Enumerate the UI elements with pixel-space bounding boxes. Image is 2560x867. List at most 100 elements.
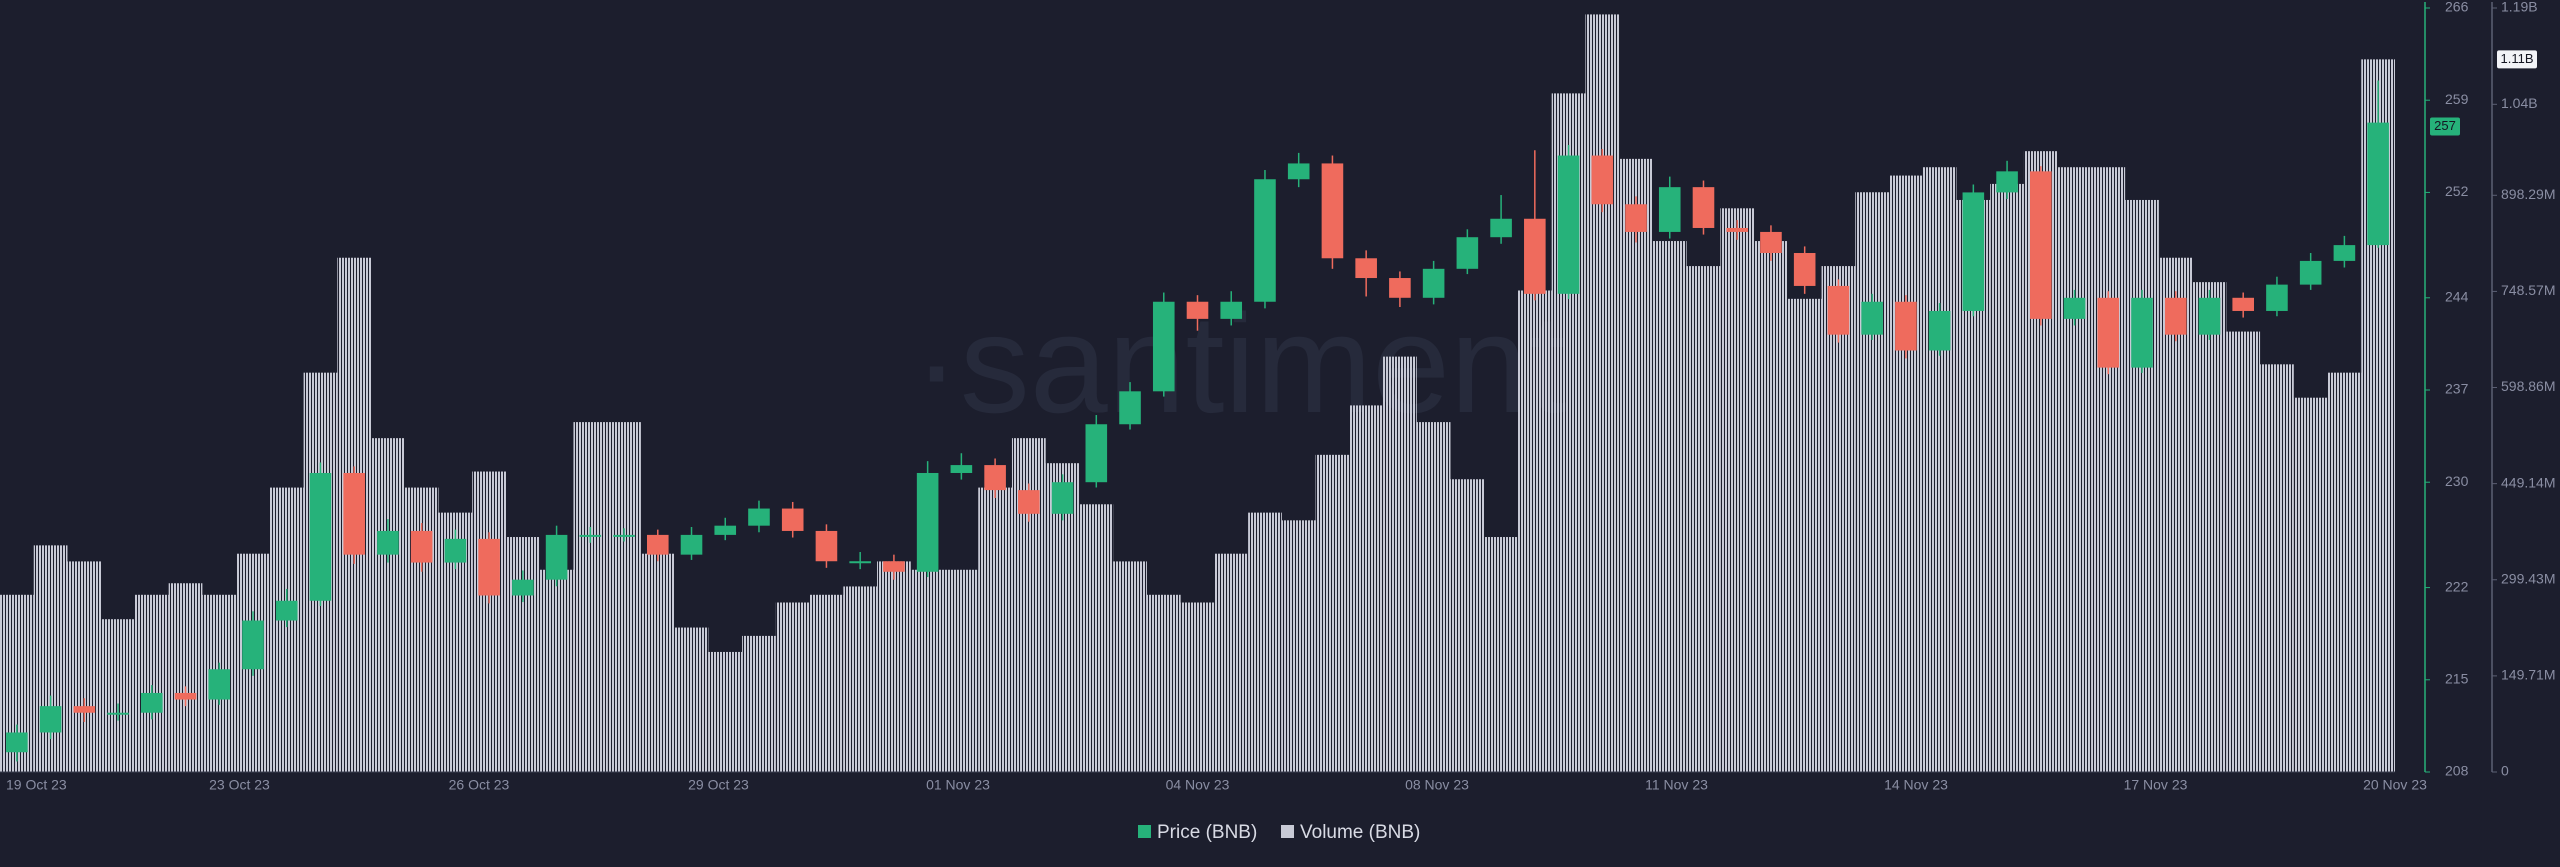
y-tick-label: 215 — [2445, 670, 2469, 686]
y2-tick-label: 598.86M — [2501, 378, 2555, 394]
y2-tick-label: 1.04B — [2501, 95, 2538, 111]
volume-bar — [978, 487, 1012, 772]
last-value-box — [2497, 50, 2537, 69]
candle-body — [1625, 204, 1647, 232]
volume-bar — [1787, 298, 1822, 772]
candle-body — [883, 561, 905, 572]
y2-tick-label: 748.57M — [2501, 282, 2555, 298]
volume-bar — [1180, 602, 1215, 772]
candle-body — [2367, 122, 2389, 246]
volume-bar — [2125, 199, 2159, 773]
x-tick-label: 23 Oct 23 — [209, 777, 270, 793]
y-tick-label: 266 — [2445, 0, 2469, 15]
legend-label: Price (BNB) — [1157, 822, 1257, 843]
candle-body — [377, 530, 399, 555]
last-value-box — [2430, 117, 2460, 136]
candle-body — [478, 538, 500, 596]
candle-body — [6, 732, 28, 753]
candle-body — [1827, 285, 1850, 335]
candle-body — [545, 534, 568, 580]
candle-body — [1018, 490, 1040, 514]
candle-body — [275, 600, 298, 621]
candle-body — [309, 472, 332, 601]
volume-bar — [2158, 257, 2193, 773]
candle-body — [2063, 297, 2086, 319]
volume-bar — [1450, 479, 1485, 772]
candle-body — [1895, 301, 1917, 351]
volume-bar — [674, 627, 709, 772]
volume-bar — [1248, 512, 1282, 772]
volume-bar — [1585, 14, 1620, 773]
candle-body — [2299, 260, 2322, 285]
candle-body — [2198, 297, 2221, 335]
x-tick-label: 17 Nov 23 — [2124, 777, 2188, 793]
y-tick-label: 252 — [2445, 183, 2469, 199]
y-tick-label: 259 — [2445, 91, 2469, 107]
candle-body — [1726, 227, 1749, 232]
volume-bar — [1652, 241, 1687, 772]
volume-bar — [1720, 208, 1755, 772]
legend-swatch — [1281, 825, 1294, 838]
volume-bar — [1383, 356, 1417, 772]
y-tick-label: 222 — [2445, 578, 2469, 594]
candle-body — [2333, 245, 2356, 261]
volume-layer — [0, 14, 2395, 773]
volume-bar — [472, 471, 506, 772]
candle-body — [73, 706, 96, 713]
x-tick-label: 14 Nov 23 — [1884, 777, 1948, 793]
candle-body — [1152, 301, 1175, 392]
candle-body — [410, 530, 433, 563]
volume-bar — [1416, 422, 1451, 772]
candle-body — [1220, 301, 1243, 319]
candle-body — [680, 534, 703, 555]
volume-bar — [134, 594, 169, 772]
volume-bar — [1517, 290, 1552, 772]
candle-body — [2097, 297, 2120, 368]
volume-bar — [1315, 454, 1350, 772]
volume-bar — [1990, 183, 2024, 772]
candle-body — [2131, 297, 2153, 368]
candle-body — [1321, 163, 1344, 259]
candle-body — [141, 692, 163, 713]
candle-body — [1692, 187, 1715, 228]
y2-tick-label: 1.19B — [2501, 0, 2538, 15]
volume-bar — [1922, 167, 1957, 773]
x-tick-label: 26 Oct 23 — [449, 777, 510, 793]
candle-body — [1051, 482, 1074, 514]
volume-bar — [2327, 372, 2362, 772]
candle-body — [1524, 218, 1546, 294]
candle-body — [1861, 301, 1883, 335]
volume-bar — [1754, 241, 1788, 772]
volume-bar — [910, 569, 945, 772]
x-tick-label: 29 Oct 23 — [688, 777, 749, 793]
volume-bar — [2057, 167, 2092, 773]
candle-body — [1254, 179, 1276, 302]
candle-body — [2232, 297, 2254, 311]
volume-bar — [1889, 175, 1923, 772]
volume-bar — [775, 602, 810, 772]
volume-bar — [607, 422, 641, 772]
candle-body — [579, 534, 602, 537]
candle-body — [343, 472, 365, 555]
candle-body — [107, 712, 129, 715]
candle-body — [781, 508, 804, 531]
volume-bar — [539, 569, 574, 772]
y2-tick-label: 0 — [2501, 763, 2509, 779]
legend-swatch — [1138, 825, 1151, 838]
candle-body — [242, 620, 264, 670]
volume-bar — [2226, 331, 2261, 772]
volume-bar — [1484, 537, 1518, 772]
y-tick-label: 244 — [2445, 288, 2469, 304]
candle-body — [1287, 163, 1310, 180]
candle-body — [1760, 231, 1782, 254]
y2-tick-label: 299.43M — [2501, 570, 2555, 586]
volume-bar — [2293, 397, 2328, 772]
candle-body — [1557, 155, 1580, 294]
axes: 208 215 222 230 237 244 252 259 266 0 149.71M 299.4… — [0, 0, 2555, 793]
volume-bar — [1146, 594, 1181, 772]
candle-body — [1962, 192, 1985, 311]
volume-bar — [809, 594, 844, 772]
candle-body — [1928, 310, 1951, 351]
price-layer — [6, 80, 2389, 762]
candle-body — [2030, 171, 2052, 319]
